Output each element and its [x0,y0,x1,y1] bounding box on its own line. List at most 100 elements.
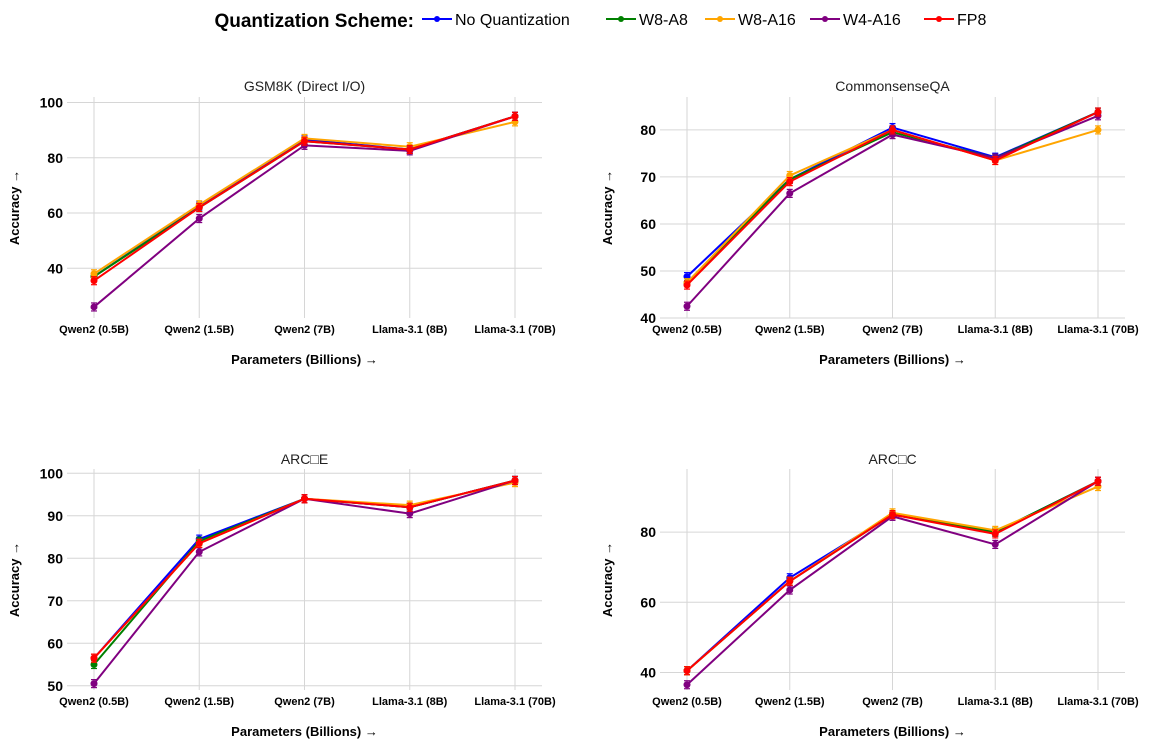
data-point [406,503,414,511]
series-fp8 [683,107,1102,290]
data-point [683,302,691,310]
data-point [1094,126,1102,134]
legend-marker [434,16,440,22]
x-axis-label: Parameters (Billions) → [231,352,378,367]
y-tick-label: 80 [47,150,63,166]
data-point [90,654,98,662]
y-tick-label: 80 [640,122,656,138]
series-fp8 [90,475,519,663]
legend-items: No Quantization W8-A8 W8-A16 W4-A16 FP8 [422,12,986,29]
x-tick-label: Llama-3.1 (70B) [1057,696,1139,708]
data-point [511,112,519,120]
x-tick-label: Qwen2 (1.5B) [755,696,825,708]
y-tick-label: 80 [640,524,656,540]
y-axis-label: Accuracy → [7,170,22,245]
y-axis-label: Accuracy → [7,542,22,617]
y-tick-label: 50 [47,678,63,694]
x-tick-label: Llama-3.1 (8B) [958,324,1034,336]
x-tick-label: Llama-3.1 (8B) [958,696,1034,708]
data-point [991,540,999,548]
chart-panel: 40 60 80 100 Qwen2 (0.5B) Qwen2 (1.5B) Qwen2 (… [7,78,556,367]
data-point [1094,477,1102,485]
legend-item: W4-A16 [810,12,901,29]
x-tick-label: Llama-3.1 (70B) [1057,324,1139,336]
chart-title: ARC□C [868,451,916,467]
chart-panel: 40 60 80 Qwen2 (0.5B) Qwen2 (1.5B) Qwen2 (7B)… [600,451,1139,739]
legend-label: No Quantization [455,12,570,29]
data-point [90,270,98,278]
x-axis-label: Parameters (Billions) → [231,724,378,739]
data-point [683,281,691,289]
data-point [786,577,794,585]
legend-title: Quantization Scheme: [214,11,414,32]
x-tick-label: Qwen2 (0.5B) [652,696,722,708]
x-tick-label: Qwen2 (7B) [862,696,923,708]
data-point [406,510,414,518]
legend-label: W8-A16 [738,12,796,29]
chart-title: ARC□E [281,451,328,467]
legend-marker [618,16,624,22]
data-point [90,661,98,668]
y-tick-label: 100 [40,465,64,481]
y-tick-label: 60 [640,216,656,232]
y-tick-label: 60 [47,635,63,651]
legend-label: FP8 [957,12,986,29]
legend-marker [822,16,828,22]
series-fp8 [683,476,1102,676]
x-axis-label: Parameters (Billions) → [819,724,966,739]
x-tick-label: Llama-3.1 (8B) [372,324,448,336]
x-tick-label: Qwen2 (7B) [274,324,335,336]
data-point [991,530,999,538]
x-tick-label: Llama-3.1 (70B) [474,696,556,708]
legend-item: No Quantization [422,12,570,29]
x-tick-label: Qwen2 (0.5B) [59,696,129,708]
data-point [301,137,308,145]
data-point [889,511,896,519]
series-fp8 [90,111,519,286]
legend-marker [717,16,723,22]
y-tick-label: 100 [40,95,64,111]
y-tick-label: 60 [640,594,656,610]
chart-panels: 40 60 80 100 Qwen2 (0.5B) Qwen2 (1.5B) Qwen2 (… [7,78,1139,739]
x-tick-label: Qwen2 (0.5B) [652,324,722,336]
y-axis-label: Accuracy → [600,542,615,617]
legend: Quantization Scheme: No Quantization W8-A… [214,11,986,32]
data-point [1094,108,1102,116]
y-tick-label: 70 [640,169,656,185]
y-tick-label: 40 [640,664,656,680]
legend-item: W8-A16 [705,12,796,29]
x-tick-label: Qwen2 (7B) [862,324,923,336]
chart-panel: 40 50 60 70 80 Qwen2 (0.5B) Qwen2 (1.5B) Qwen2 … [600,78,1139,367]
legend-marker [936,16,942,22]
x-tick-label: Llama-3.1 (8B) [372,696,448,708]
y-tick-label: 50 [640,263,656,279]
x-tick-label: Qwen2 (1.5B) [164,324,234,336]
y-tick-label: 60 [47,205,63,221]
y-tick-label: 90 [47,508,63,524]
x-tick-label: Qwen2 (1.5B) [164,696,234,708]
y-tick-label: 70 [47,593,63,609]
chart-title: GSM8K (Direct I/O) [244,78,365,94]
y-tick-label: 40 [640,310,656,326]
x-tick-label: Qwen2 (0.5B) [59,324,129,336]
y-tick-label: 80 [47,550,63,566]
x-tick-label: Qwen2 (7B) [274,696,335,708]
data-point [786,586,794,594]
data-point [90,303,98,311]
data-point [889,126,896,134]
data-point [195,204,203,211]
y-tick-label: 40 [47,260,63,276]
data-point [195,539,203,547]
legend-item: FP8 [924,12,986,29]
data-point [195,548,203,556]
data-point [406,145,414,153]
data-point [90,680,98,688]
data-point [786,189,794,197]
legend-item: W8-A8 [606,12,688,29]
data-point [683,667,691,675]
legend-label: W8-A8 [639,12,688,29]
x-tick-label: Llama-3.1 (70B) [474,324,556,336]
data-point [991,156,999,164]
